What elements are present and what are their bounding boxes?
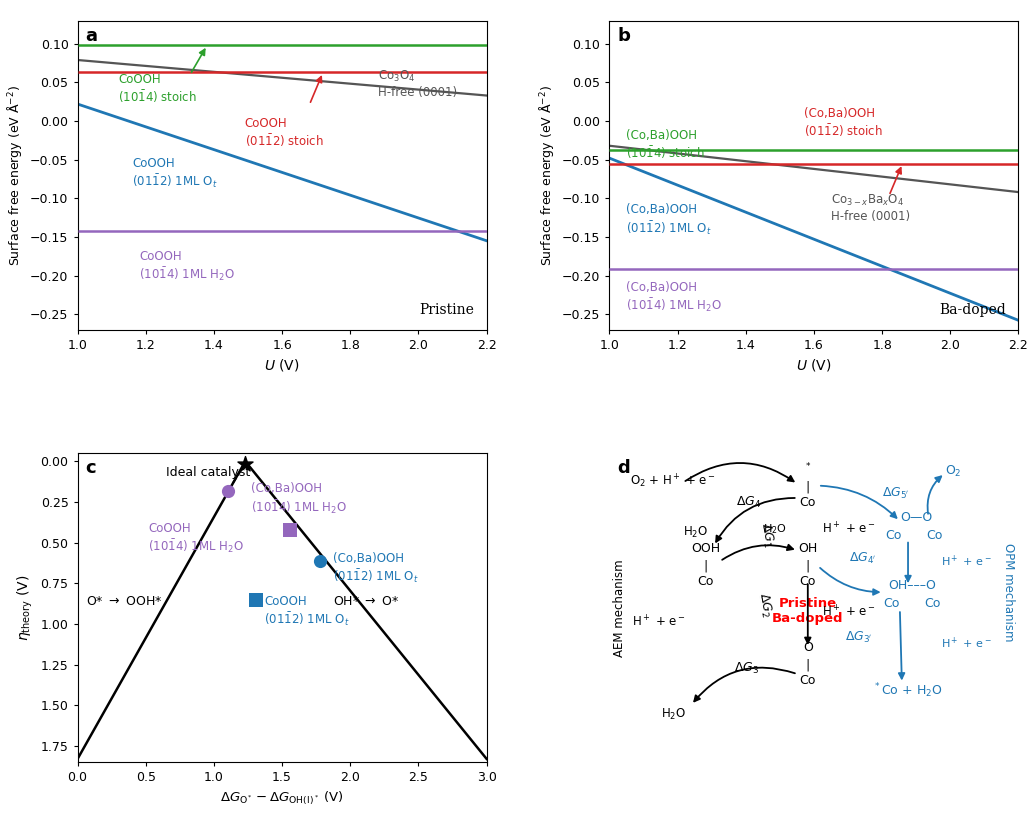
Text: OOH: OOH	[691, 542, 720, 555]
Text: |: |	[805, 559, 810, 573]
Text: OPM mechanism: OPM mechanism	[1002, 543, 1014, 642]
Text: Ba-doped: Ba-doped	[772, 612, 844, 625]
Text: Co$_3$O$_4$
H-free (0001): Co$_3$O$_4$ H-free (0001)	[377, 69, 457, 99]
X-axis label: $\Delta G_{\rm O^*} - \Delta G_{\rm OH(l)^*}$ (V): $\Delta G_{\rm O^*} - \Delta G_{\rm OH(l…	[220, 789, 344, 808]
Text: Co: Co	[924, 597, 941, 610]
Text: CoOOH
$(01\bar{1}2)$ stoich: CoOOH $(01\bar{1}2)$ stoich	[245, 117, 324, 149]
Text: Co: Co	[883, 597, 900, 610]
Point	[247, 594, 264, 607]
Text: Co: Co	[926, 528, 943, 541]
Text: Pristine: Pristine	[779, 597, 837, 610]
Text: Ideal catalyst: Ideal catalyst	[166, 466, 250, 480]
Text: $\Delta G_4$: $\Delta G_4$	[736, 495, 761, 510]
Text: H$^+$ + e$^-$: H$^+$ + e$^-$	[941, 635, 992, 651]
Text: H$_2$O: H$_2$O	[683, 524, 708, 540]
Point	[312, 554, 329, 567]
Text: OH* $\rightarrow$ O*: OH* $\rightarrow$ O*	[333, 595, 399, 607]
Text: Pristine: Pristine	[420, 303, 475, 317]
Y-axis label: $\eta_{\rm theory}$ (V): $\eta_{\rm theory}$ (V)	[16, 574, 35, 641]
X-axis label: $U$ (V): $U$ (V)	[265, 357, 300, 373]
Text: CoOOH
$(10\bar{1}4)$ 1ML H$_2$O: CoOOH $(10\bar{1}4)$ 1ML H$_2$O	[139, 250, 235, 283]
Text: |: |	[805, 658, 810, 672]
Point	[237, 457, 253, 471]
Text: |: |	[805, 480, 810, 494]
Text: |: |	[703, 559, 707, 573]
Text: Co: Co	[799, 575, 816, 588]
Text: O* $\rightarrow$ OOH*: O* $\rightarrow$ OOH*	[86, 595, 162, 607]
Text: (Co,Ba)OOH
$(10\bar{1}4)$ 1ML H$_2$O: (Co,Ba)OOH $(10\bar{1}4)$ 1ML H$_2$O	[627, 280, 723, 314]
Text: Co: Co	[697, 575, 713, 588]
Text: H$^+$ + e$^-$: H$^+$ + e$^-$	[822, 522, 876, 536]
Text: (Co,Ba)OOH
$(10\bar{1}4)$ 1ML H$_2$O: (Co,Ba)OOH $(10\bar{1}4)$ 1ML H$_2$O	[250, 483, 346, 516]
Text: (Co,Ba)OOH
$(10\bar{1}4)$ stoich: (Co,Ba)OOH $(10\bar{1}4)$ stoich	[627, 129, 705, 161]
Text: $\Delta G_{4'}$: $\Delta G_{4'}$	[849, 550, 877, 566]
Text: (Co,Ba)OOH
$(01\bar{1}2)$ 1ML O$_t$: (Co,Ba)OOH $(01\bar{1}2)$ 1ML O$_t$	[627, 204, 712, 236]
Text: H$^+$ + e$^-$: H$^+$ + e$^-$	[941, 554, 992, 569]
Text: H$^+$ + e$^-$: H$^+$ + e$^-$	[822, 605, 876, 620]
Text: (Co,Ba)OOH
$(01\bar{1}2)$ 1ML O$_t$: (Co,Ba)OOH $(01\bar{1}2)$ 1ML O$_t$	[333, 551, 418, 585]
Text: $\Delta G_{5'}$: $\Delta G_{5'}$	[882, 486, 910, 501]
Text: OH–––O: OH–––O	[888, 579, 936, 592]
Text: $\Delta G_3$: $\Delta G_3$	[734, 660, 759, 676]
Text: Co$_{3-x}$Ba$_x$O$_4$
H-free (0001): Co$_{3-x}$Ba$_x$O$_4$ H-free (0001)	[831, 193, 910, 222]
Text: AEM mechanism: AEM mechanism	[613, 559, 627, 657]
Text: Co: Co	[799, 496, 816, 509]
Text: H$_2$O: H$_2$O	[661, 707, 686, 722]
Text: Ba-doped: Ba-doped	[940, 303, 1006, 317]
Text: CoOOH
$(10\bar{1}4)$ stoich: CoOOH $(10\bar{1}4)$ stoich	[119, 73, 197, 105]
X-axis label: $U$ (V): $U$ (V)	[796, 357, 831, 373]
Text: b: b	[617, 27, 631, 44]
Text: O: O	[802, 641, 813, 654]
Text: O$_2$: O$_2$	[945, 464, 962, 480]
Y-axis label: Surface free energy (eV Å$^{-2}$): Surface free energy (eV Å$^{-2}$)	[538, 85, 556, 265]
Text: Co: Co	[799, 674, 816, 687]
Text: O$_2$ + H$^+$ + e$^-$: O$_2$ + H$^+$ + e$^-$	[630, 472, 716, 489]
Text: (Co,Ba)OOH
$(01\bar{1}2)$ stoich: (Co,Ba)OOH $(01\bar{1}2)$ stoich	[803, 107, 883, 139]
Text: H$_2$O: H$_2$O	[763, 522, 787, 536]
Text: a: a	[86, 27, 98, 44]
Text: $^*$Co + H$_2$O: $^*$Co + H$_2$O	[874, 681, 943, 700]
Text: OH: OH	[798, 542, 818, 555]
Text: $^*$: $^*$	[803, 461, 812, 475]
Text: $\Delta G_1$: $\Delta G_1$	[757, 522, 777, 549]
Point	[219, 485, 236, 498]
Text: Co: Co	[885, 528, 902, 541]
Text: $\Delta G_{3'}$: $\Delta G_{3'}$	[845, 630, 873, 644]
Text: CoOOH
$(10\bar{1}4)$ 1ML H$_2$O: CoOOH $(10\bar{1}4)$ 1ML H$_2$O	[149, 522, 244, 555]
Text: $\Delta G_2$: $\Delta G_2$	[755, 591, 774, 618]
Text: H$^+$ + e$^-$: H$^+$ + e$^-$	[632, 614, 686, 630]
Text: O—O: O—O	[900, 511, 933, 524]
Text: CoOOH
$(01\bar{1}2)$ 1ML O$_t$: CoOOH $(01\bar{1}2)$ 1ML O$_t$	[265, 595, 349, 628]
Text: CoOOH
$(01\bar{1}2)$ 1ML O$_t$: CoOOH $(01\bar{1}2)$ 1ML O$_t$	[132, 157, 217, 190]
Point	[281, 524, 298, 537]
Text: d: d	[617, 460, 631, 477]
Text: c: c	[86, 460, 96, 477]
Y-axis label: Surface free energy (eV Å$^{-2}$): Surface free energy (eV Å$^{-2}$)	[5, 85, 25, 265]
